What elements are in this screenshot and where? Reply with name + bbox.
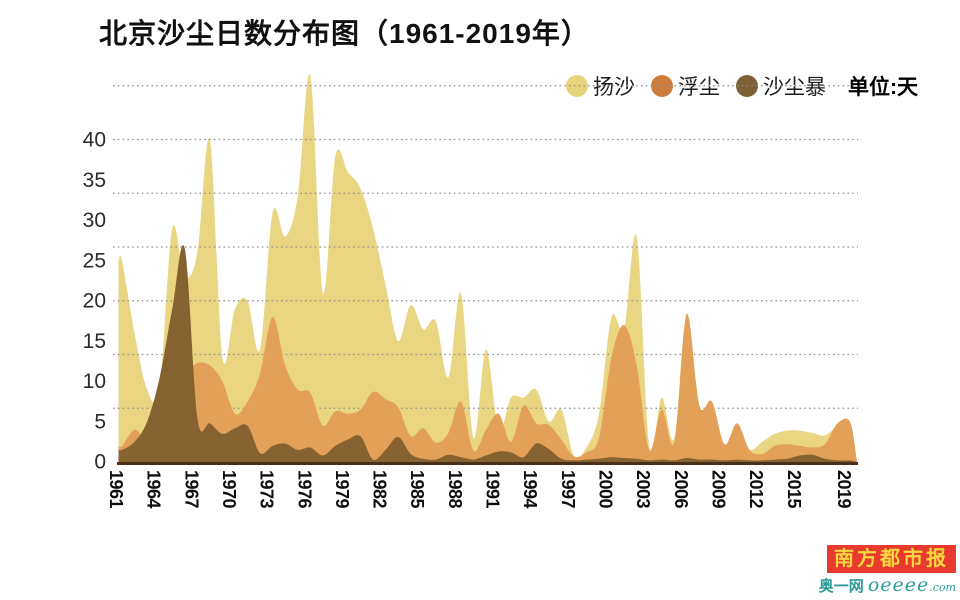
areas-back-layer: [118, 73, 857, 462]
axis-y-label: 15: [83, 330, 106, 353]
areas-front-layer: [118, 245, 857, 462]
axis-x-label: 2009: [708, 470, 728, 509]
axis-x-label: 2003: [633, 470, 653, 509]
page-title: 北京沙尘日数分布图（1961-2019年）: [99, 18, 590, 49]
area-floating-dust: [118, 314, 857, 462]
newspaper-logo: 南方都市报: [827, 545, 956, 573]
axis-y-label: 40: [83, 129, 106, 152]
legend-dot-icon: [651, 75, 673, 97]
axis-x-label: 2015: [784, 470, 804, 509]
axis-y-label: 10: [83, 370, 106, 393]
area-sandstorm: [118, 245, 857, 462]
axis-y-label: 35: [83, 169, 106, 192]
axis-y-label: 25: [83, 249, 106, 272]
axis-x-label: 1997: [558, 470, 578, 509]
x-axis-labels: 1961 1964 1967 1970 1973 1976 1979 1982 1985 1988…: [106, 470, 854, 509]
legend-dot-icon: [566, 75, 588, 97]
axis-x-label: 1991: [483, 470, 503, 509]
website-logo: 奥一网 oeeee.com: [819, 574, 956, 596]
axis-x-label: 2006: [671, 470, 691, 509]
legend-label: 浮尘: [678, 76, 720, 99]
area-blowing-sand: [118, 73, 857, 462]
axis-x-label: 1985: [407, 470, 427, 509]
axis-x-label: 1967: [181, 470, 201, 509]
branding: 南方都市报 奥一网 oeeee.com: [819, 545, 956, 596]
axis-y-label: 30: [83, 209, 106, 232]
axis-x-label: 1979: [332, 470, 352, 509]
legend-label: 沙尘暴: [763, 76, 826, 99]
website-name-cn: 奥一网: [818, 578, 868, 595]
legend-item-0: 扬沙: [566, 71, 635, 101]
axis-x-label: 1964: [144, 470, 164, 509]
axis-x-label: 1988: [445, 470, 465, 509]
axis-x-label: 1961: [106, 470, 126, 509]
axis-x-label: 2019: [834, 470, 854, 509]
axis-x-label: 1970: [219, 470, 239, 509]
axis-y-label: 5: [94, 410, 106, 433]
chart-legend: 扬沙 浮尘 沙尘暴 单位:天: [566, 71, 918, 101]
axis-x-label: 1973: [257, 470, 277, 509]
legend-label: 扬沙: [593, 76, 635, 99]
axis-x-label: 2000: [596, 470, 616, 509]
y-axis-labels: 0 5 10 15 20 25 30 35 40: [83, 129, 106, 474]
legend-item-1: 浮尘: [651, 71, 720, 101]
axis-x-label: 1976: [294, 470, 314, 509]
axis-x-label: 1994: [520, 470, 540, 509]
axis-x-label: 1982: [370, 470, 390, 509]
newspaper-name: 南方都市报: [834, 548, 949, 570]
unit-label: 单位:天: [848, 76, 918, 99]
website-name-en: oeeee: [867, 574, 930, 596]
axis-x-label: 2012: [746, 470, 766, 509]
website-tld: .com: [929, 581, 956, 594]
axis-y-label: 20: [83, 290, 106, 313]
axis-y-label: 0: [94, 451, 106, 474]
